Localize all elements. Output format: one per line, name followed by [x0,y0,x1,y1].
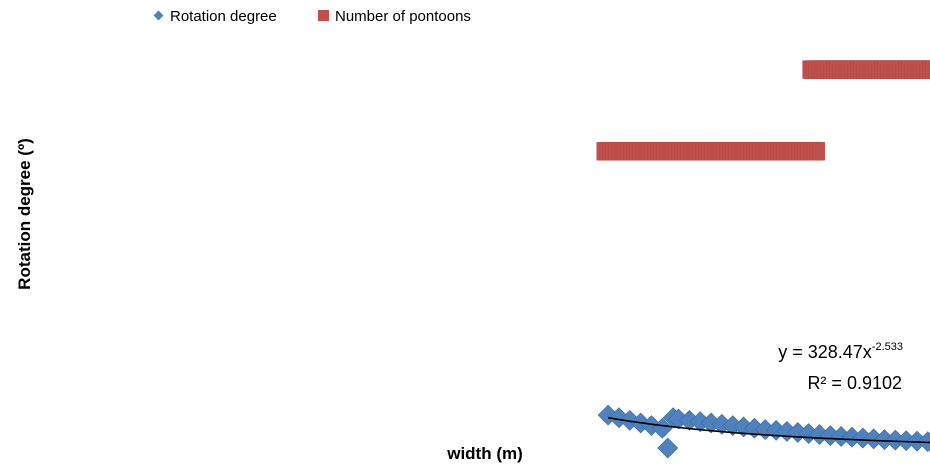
pontoon-marker [925,60,930,79]
legend-label-pontoons: Number of pontoons [335,8,471,25]
pontoon-series [596,60,930,161]
trendline-r2: R² = 0.9102 [807,373,902,393]
pontoon-marker [928,60,930,79]
trendline-equation-base: y = 328.47x [778,342,872,362]
rotation-series [597,404,930,459]
legend-marker-rotation [153,10,164,21]
trendline-equation: y = 328.47x-2.533 [778,341,903,362]
x-axis-title: width (m) [446,444,523,463]
y-axis-title: Rotation degree (º) [15,138,34,290]
trendline [607,416,930,444]
rotation-point [657,437,679,459]
legend: Rotation degree Number of pontoons [153,8,471,25]
trendline-equation-exponent: -2.533 [872,341,903,353]
pontoon-marker [812,142,825,161]
legend-marker-pontoons [318,10,329,21]
legend-label-rotation: Rotation degree [170,8,277,25]
